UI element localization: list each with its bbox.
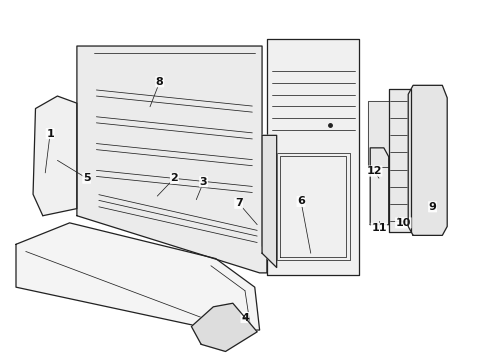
Polygon shape: [77, 46, 267, 273]
Polygon shape: [370, 148, 389, 225]
Text: 11: 11: [371, 223, 387, 233]
Polygon shape: [267, 39, 360, 275]
Text: 8: 8: [156, 77, 164, 87]
Polygon shape: [408, 85, 447, 235]
Polygon shape: [262, 135, 277, 267]
Text: 6: 6: [297, 197, 305, 206]
Polygon shape: [389, 89, 411, 232]
Polygon shape: [368, 102, 389, 167]
Text: 2: 2: [171, 173, 178, 183]
Text: 1: 1: [46, 129, 54, 139]
Text: 10: 10: [395, 218, 411, 228]
Text: 4: 4: [241, 312, 249, 323]
Polygon shape: [192, 303, 257, 351]
Text: 3: 3: [200, 177, 207, 187]
Polygon shape: [16, 223, 260, 330]
Text: 12: 12: [367, 166, 382, 176]
Text: 9: 9: [429, 202, 437, 212]
Text: 5: 5: [83, 173, 91, 183]
Polygon shape: [33, 96, 77, 216]
Text: 7: 7: [235, 198, 243, 208]
